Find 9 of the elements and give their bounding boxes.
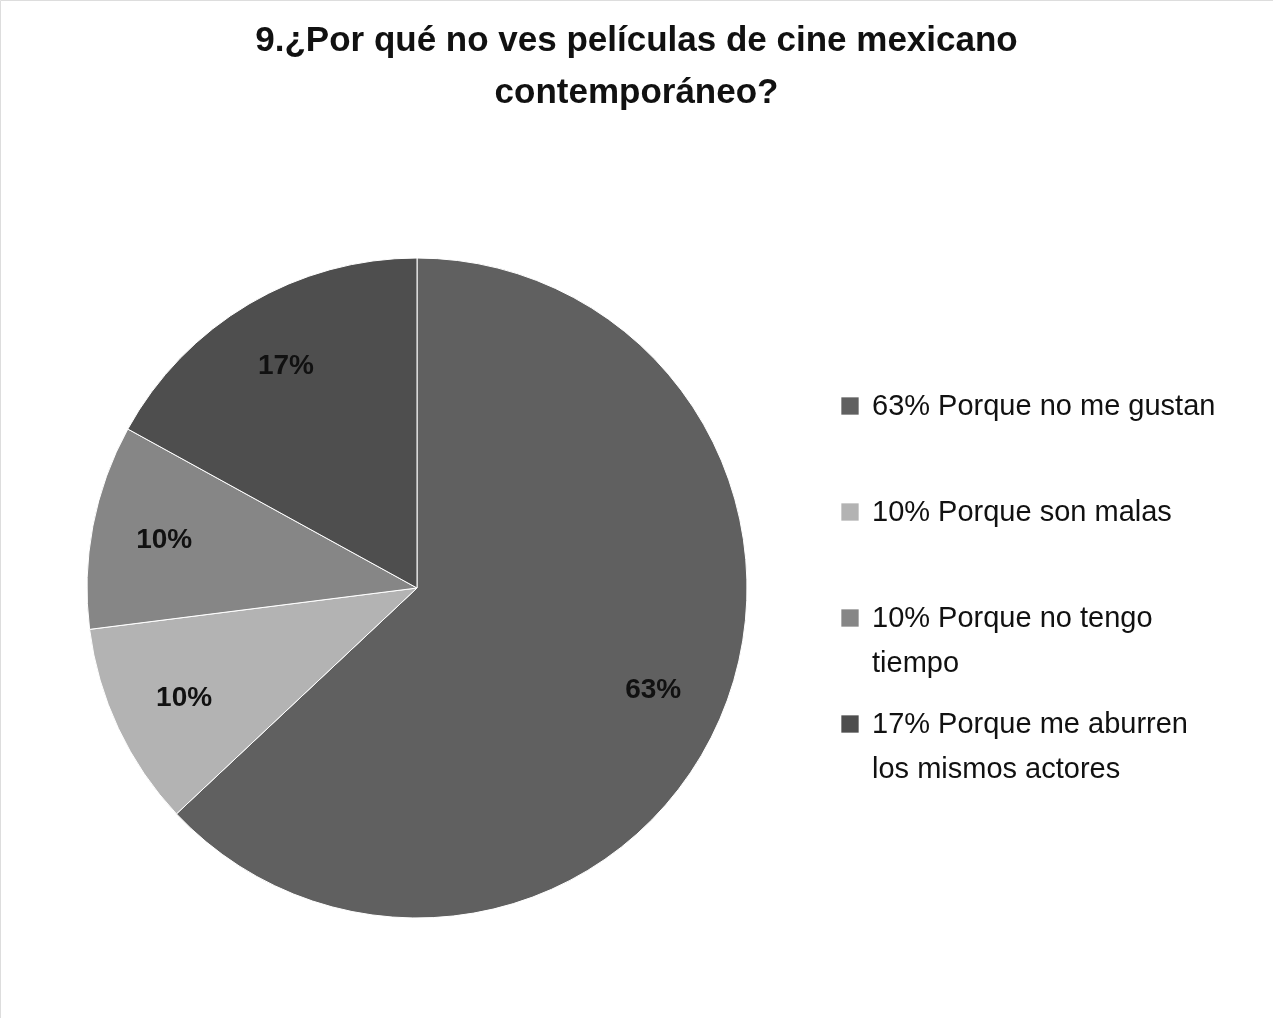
legend-label: 10% Porque son malas (872, 495, 1172, 527)
legend-label: 17% Porque me aburren los mismos actores (872, 707, 1188, 784)
legend-label: 63% Porque no me gustan (872, 389, 1216, 421)
data-label: 17% (257, 349, 315, 381)
data-label: 10% (136, 522, 193, 554)
data-label: 63% (625, 673, 682, 705)
data-label: 10% (156, 680, 213, 712)
chart-title: 9.¿Por qué no ves películas de cine mexicano contemporáneo? (255, 19, 1018, 110)
legend-label: 10% Porque no tengo tiempo (872, 601, 1153, 678)
